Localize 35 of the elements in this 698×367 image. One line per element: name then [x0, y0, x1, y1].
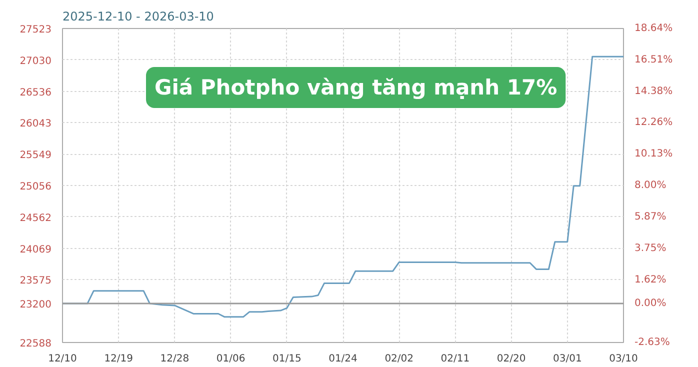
- x-tick-label: 03/10: [609, 354, 638, 364]
- y2-tick-label: 18.64%: [634, 23, 673, 34]
- y2-tick-label: 16.51%: [634, 54, 673, 66]
- y-tick-label: 25056: [20, 181, 52, 192]
- x-tick-label: 02/02: [384, 354, 414, 364]
- y2-tick-label: -2.63%: [634, 337, 670, 348]
- y2-tick-label: 8.00%: [634, 180, 666, 192]
- x-tick-label: 02/11: [440, 354, 470, 364]
- chart-title: 2025-12-10 - 2026-03-10: [62, 10, 214, 24]
- y-tick-label: 23575: [20, 276, 52, 287]
- x-tick-label: 01/15: [272, 354, 302, 364]
- y2-tick-label: 12.26%: [634, 117, 673, 128]
- y2-tick-label: 14.38%: [634, 86, 673, 97]
- y-tick-label: 26536: [20, 87, 52, 98]
- y-tick-label: 25549: [20, 150, 52, 162]
- x-tick-label: 01/24: [328, 354, 358, 364]
- y2-tick-label: 3.75%: [634, 242, 666, 254]
- y2-tick-label: 1.62%: [634, 274, 666, 286]
- y2-tick-label: 10.13%: [634, 148, 673, 160]
- x-tick-label: 12/28: [160, 354, 190, 364]
- annotation: Giá Photpho vàng tăng mạnh 17%: [154, 76, 558, 100]
- y2-tick-label: 0.00%: [634, 298, 666, 310]
- y-tick-label: 23200: [20, 300, 52, 311]
- y-tick-label: 26043: [20, 118, 52, 130]
- x-tick-label: 03/01: [552, 354, 582, 364]
- y-tick-label: 24069: [20, 244, 52, 256]
- x-tick-label: 01/06: [216, 354, 246, 364]
- x-tick-label: 12/10: [48, 354, 77, 364]
- y2-tick-label: 5.87%: [634, 212, 666, 223]
- y-tick-label: 27523: [20, 24, 52, 36]
- y-tick-label: 27030: [20, 56, 52, 67]
- x-tick-label: 02/20: [496, 354, 526, 364]
- x-tick-label: 12/19: [104, 354, 134, 364]
- y-tick-label: 22588: [20, 338, 52, 350]
- y-tick-label: 24562: [20, 212, 52, 224]
